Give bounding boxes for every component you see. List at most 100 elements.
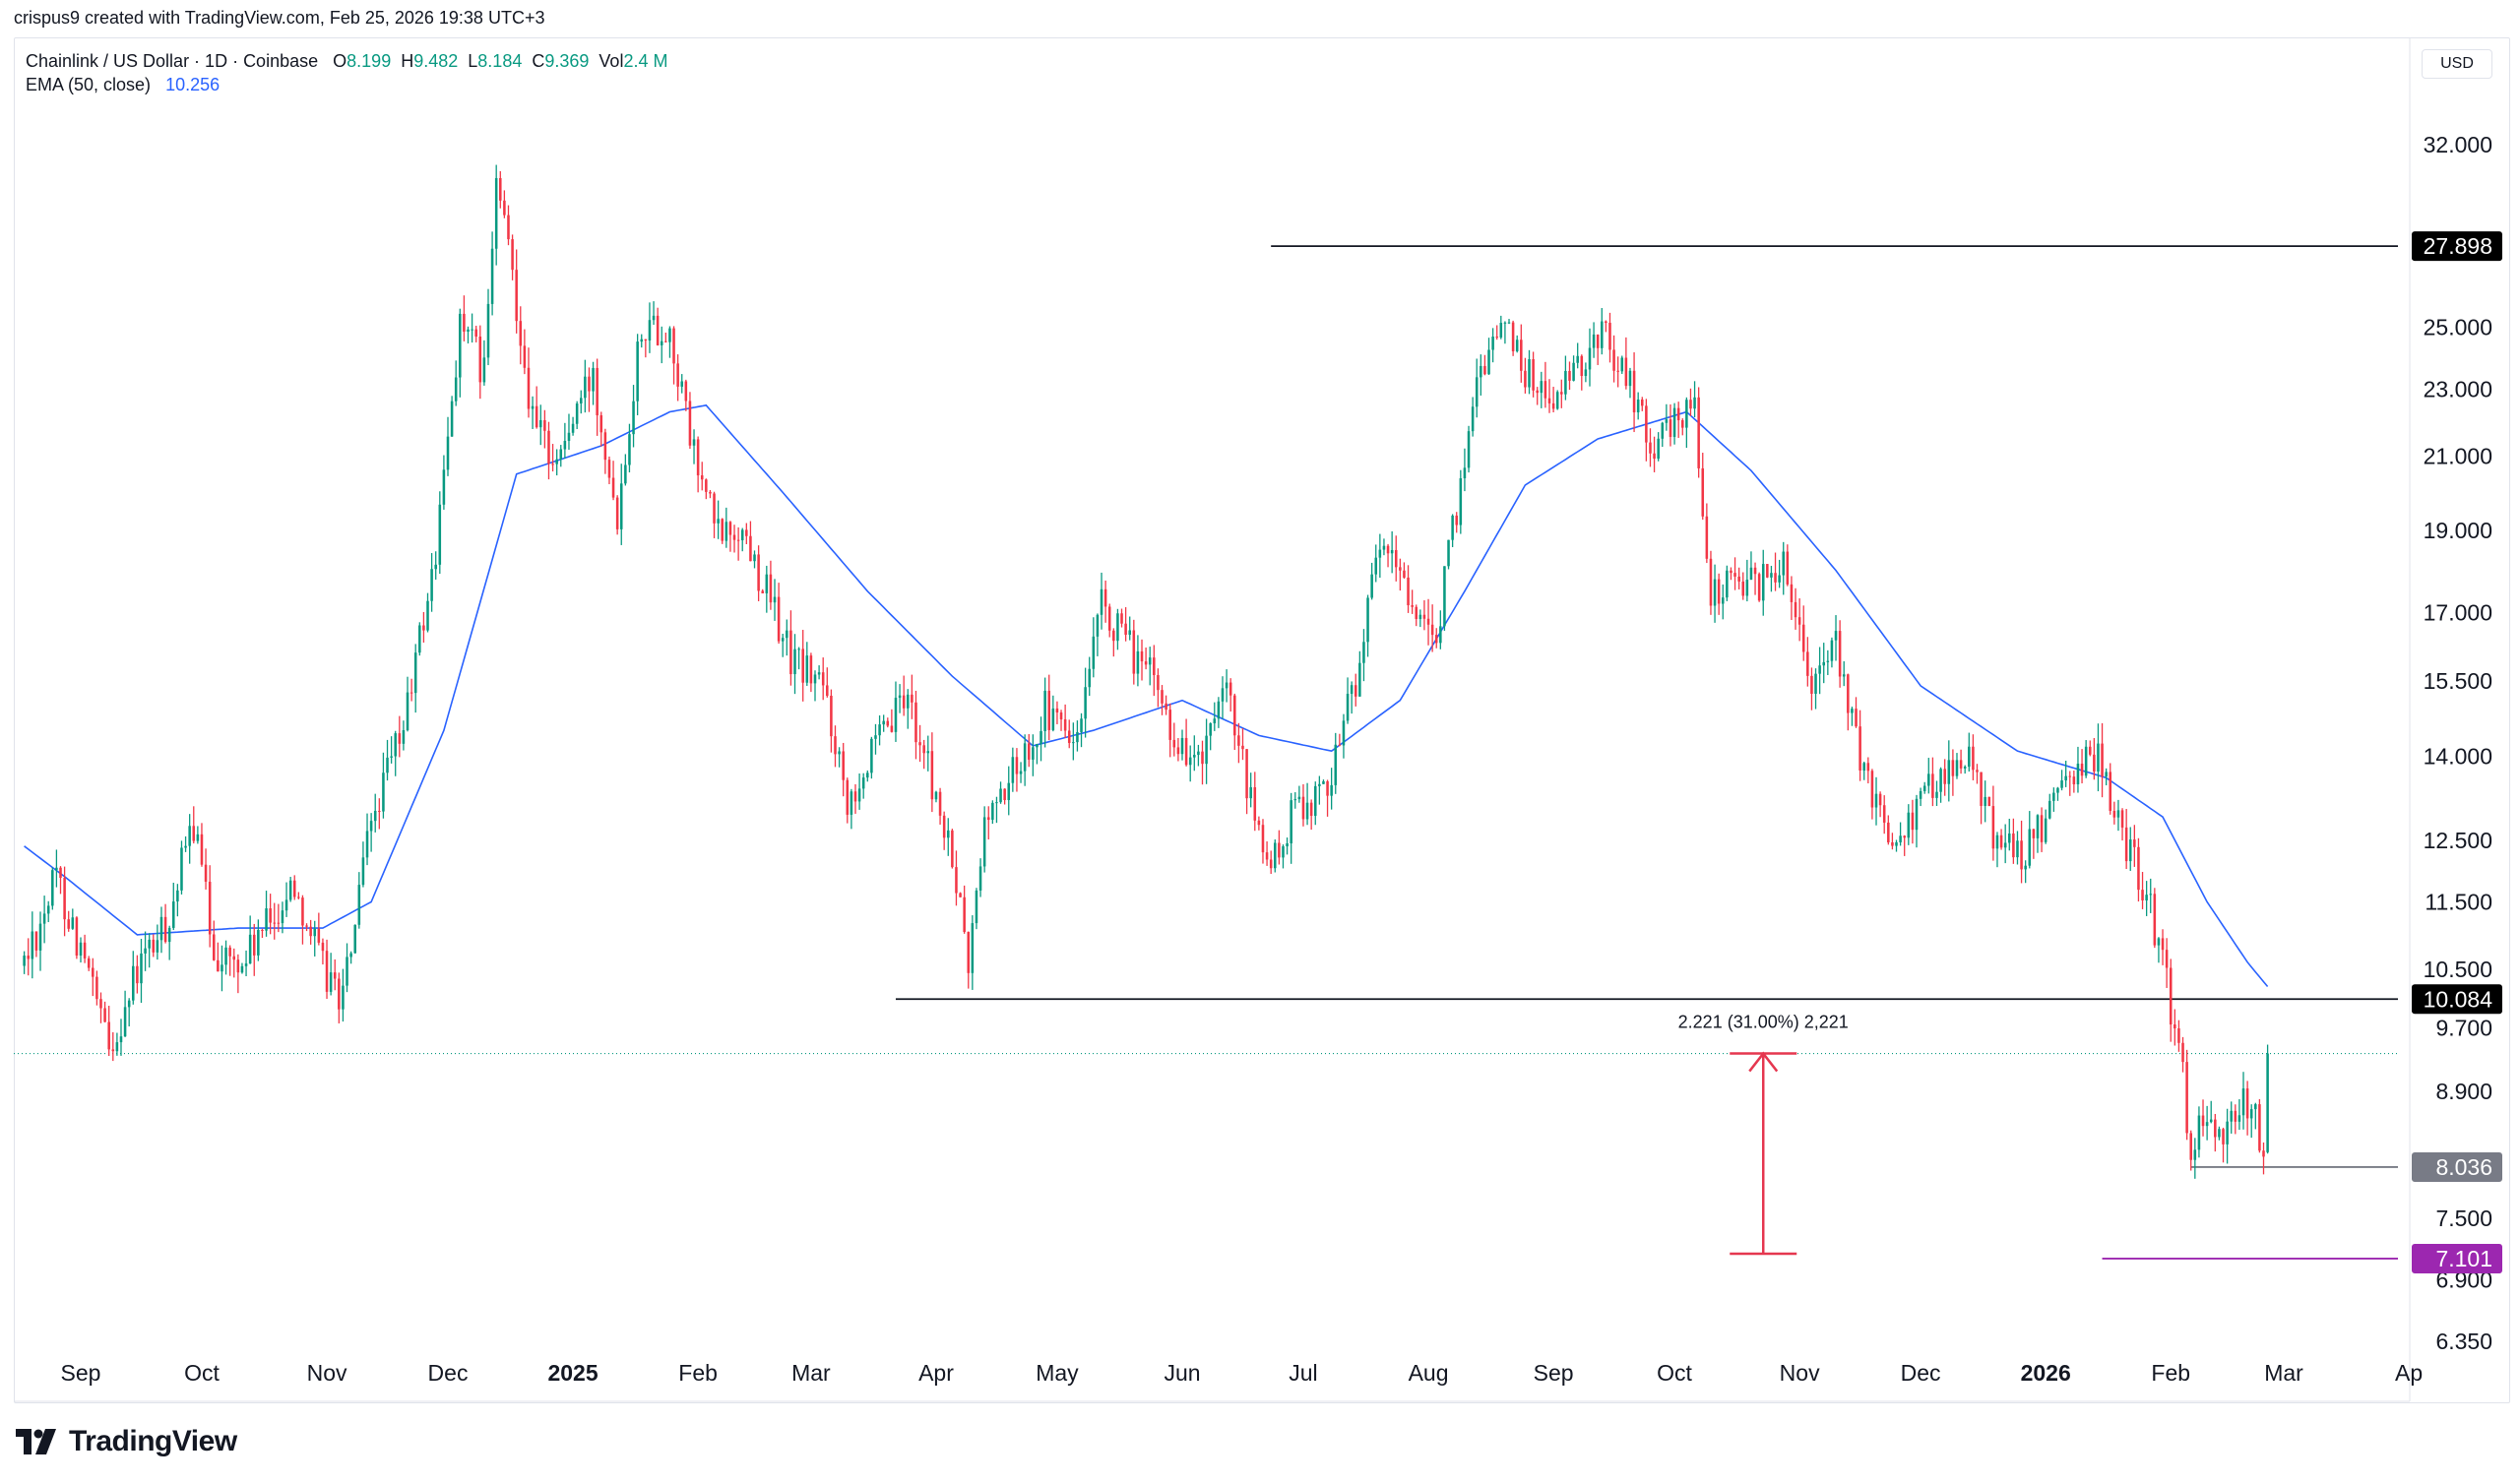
- candle-body: [2214, 1119, 2217, 1138]
- candle-body: [132, 965, 135, 1001]
- candle-body: [292, 880, 296, 897]
- candle-body: [1491, 337, 1494, 350]
- candle-body: [1350, 685, 1354, 695]
- candle-body: [148, 939, 151, 949]
- candle-body: [1636, 400, 1640, 413]
- candle-body: [1487, 349, 1490, 375]
- candle-body: [406, 692, 410, 731]
- candle-body: [103, 1008, 106, 1022]
- resistance-price-tag-bg: [2412, 231, 2502, 262]
- candle-body: [1878, 793, 1882, 806]
- candle-body: [1680, 420, 1684, 428]
- candle-body: [1770, 573, 1773, 578]
- candle-body: [2218, 1129, 2221, 1138]
- chart-credit: crispus9 created with TradingView.com, F…: [14, 8, 545, 28]
- candle-body: [188, 826, 191, 846]
- candle-body: [1128, 630, 1131, 635]
- candle-body: [926, 751, 930, 754]
- candle-body: [615, 497, 619, 529]
- candle-body: [1511, 322, 1515, 351]
- candle-body: [1180, 737, 1184, 755]
- price-axis-label: 12.500: [2424, 828, 2492, 853]
- candle-body: [789, 630, 792, 675]
- chart-pane[interactable]: [14, 37, 2510, 1403]
- candle-body: [1451, 515, 1454, 540]
- candle-body: [688, 401, 692, 446]
- candle-body: [898, 695, 902, 699]
- candle-body: [971, 923, 975, 973]
- candle-body: [978, 866, 982, 891]
- candle-body: [1657, 438, 1660, 460]
- candle-body: [2101, 743, 2104, 777]
- price-axis-label: 21.000: [2424, 444, 2492, 469]
- candle-body: [426, 600, 429, 631]
- candle-body: [1051, 708, 1055, 730]
- candle-body: [543, 419, 546, 431]
- candle-body: [2249, 1109, 2253, 1119]
- candle-body: [809, 655, 813, 684]
- candle-body: [224, 947, 227, 965]
- candle-body: [861, 777, 865, 789]
- candle-body: [2266, 1053, 2269, 1152]
- candle-body: [123, 1007, 127, 1037]
- candle-body: [1862, 763, 1865, 771]
- candle-body: [1447, 539, 1450, 567]
- candle-body: [1157, 675, 1160, 691]
- candle-body: [1790, 584, 1794, 602]
- time-axis-label: Aug: [1409, 1360, 1449, 1386]
- candle-body: [1366, 597, 1369, 643]
- candle-body: [2068, 775, 2072, 777]
- ema-label[interactable]: EMA (50, close): [26, 75, 152, 94]
- candle-body: [361, 857, 365, 886]
- tradingview-logo-icon: [16, 1429, 56, 1454]
- candle-body: [1374, 557, 1378, 575]
- symbol-name[interactable]: Chainlink / US Dollar · 1D · Coinbase: [26, 51, 319, 71]
- candle-body: [1984, 796, 1986, 806]
- currency-button[interactable]: USD: [2422, 49, 2492, 79]
- candle-body: [1721, 597, 1725, 604]
- tradingview-logo[interactable]: TradingView: [16, 1425, 237, 1458]
- candle-body: [2028, 829, 2032, 866]
- candle-body: [826, 685, 829, 697]
- price-range-tool: 2.221 (31.00%) 2,221: [1678, 1013, 1849, 1256]
- time-axis-label: Mar: [2264, 1360, 2303, 1386]
- candle-body: [1390, 549, 1394, 554]
- candle-body: [515, 270, 518, 322]
- candle-body: [1426, 618, 1430, 625]
- candle-body: [652, 315, 656, 321]
- candle-body: [378, 810, 381, 812]
- candle-body: [1269, 859, 1273, 869]
- time-axis-label: Mar: [791, 1360, 831, 1386]
- support-price-tag-bg: [2412, 984, 2502, 1015]
- candle-body: [2048, 800, 2051, 819]
- candle-body: [1899, 835, 1902, 842]
- candle-body: [2116, 810, 2120, 818]
- candle-body: [503, 200, 506, 216]
- candle-body: [342, 985, 345, 1010]
- candle-body: [930, 751, 934, 800]
- candle-body: [1713, 579, 1717, 606]
- candle-body: [257, 929, 260, 956]
- candle-body: [1870, 771, 1874, 808]
- candle-body: [1301, 796, 1305, 820]
- candle-body: [1475, 377, 1479, 407]
- candle-body: [1176, 747, 1180, 755]
- candle-body: [1443, 566, 1446, 627]
- candle-body: [882, 720, 885, 725]
- candle-body: [874, 735, 877, 739]
- candle-body: [1588, 347, 1592, 370]
- candle-body: [499, 177, 502, 201]
- open-value: 8.199: [346, 51, 392, 71]
- candle-body: [894, 698, 898, 732]
- candle-body: [724, 522, 728, 541]
- candle-body: [918, 742, 921, 746]
- candle-body: [2169, 967, 2173, 1025]
- horizontal-levels: [14, 245, 2398, 1260]
- volume-label: Vol: [598, 51, 624, 71]
- candle-body: [1774, 573, 1777, 583]
- candle-body: [369, 821, 373, 832]
- candle-body: [1733, 573, 1736, 577]
- candle-body: [732, 534, 736, 540]
- candle-body: [1943, 769, 1946, 784]
